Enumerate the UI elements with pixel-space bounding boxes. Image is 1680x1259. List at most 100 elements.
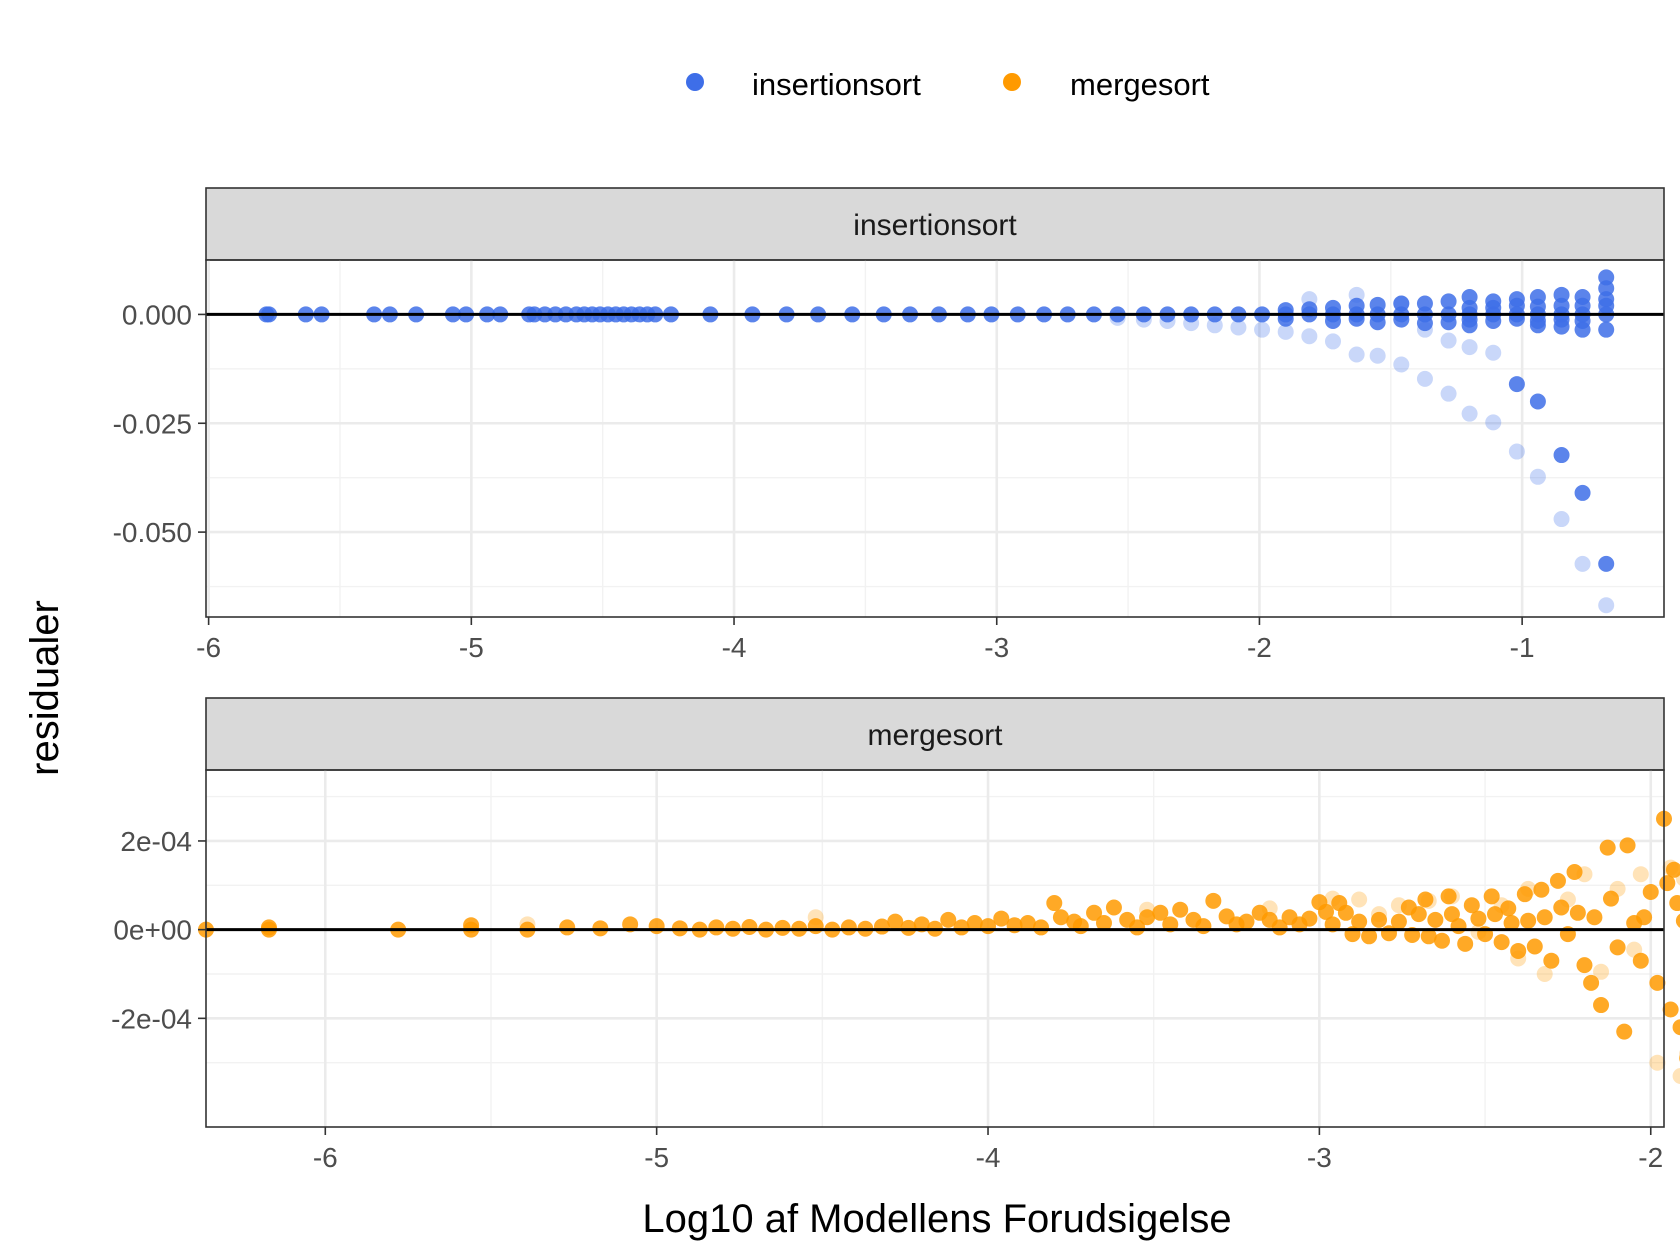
data-point bbox=[1553, 318, 1570, 335]
data-point bbox=[1440, 293, 1457, 310]
y-axis-title: residualer bbox=[23, 600, 67, 776]
strip-label-insertionsort: insertionsort bbox=[853, 209, 1017, 242]
data-point bbox=[1574, 484, 1591, 501]
data-point bbox=[1086, 904, 1103, 921]
x-tick-label: -5 bbox=[644, 1142, 669, 1173]
data-point bbox=[1046, 895, 1063, 912]
data-point bbox=[1536, 909, 1553, 926]
x-tick-label: -6 bbox=[196, 632, 221, 663]
data-point bbox=[774, 919, 791, 936]
data-point-faint bbox=[1230, 319, 1247, 336]
panel-mergesort: mergesort -6 -5 -4 -3 -2 2e-04 0e+00 -2e-04 bbox=[111, 697, 1680, 1173]
data-point bbox=[1072, 918, 1089, 935]
data-point-faint bbox=[1485, 414, 1502, 431]
legend-key-mergesort bbox=[1003, 73, 1021, 91]
data-point bbox=[1318, 903, 1335, 920]
data-point bbox=[1553, 447, 1570, 464]
data-point bbox=[1576, 957, 1593, 974]
data-point bbox=[1052, 909, 1069, 926]
data-point bbox=[1195, 918, 1212, 935]
data-point bbox=[1420, 928, 1437, 945]
x-tick-label: -2 bbox=[1638, 1142, 1663, 1173]
data-point bbox=[1393, 295, 1410, 312]
data-point bbox=[1599, 839, 1616, 856]
data-point bbox=[1337, 904, 1354, 921]
data-point-faint bbox=[1369, 347, 1386, 364]
panel-border-insertionsort bbox=[205, 259, 1665, 618]
data-point bbox=[1369, 314, 1386, 331]
data-point bbox=[1351, 913, 1368, 930]
data-point-faint bbox=[1649, 1054, 1666, 1071]
data-point-faint bbox=[1632, 866, 1649, 883]
y-tick-label: -2e-04 bbox=[111, 1003, 192, 1034]
data-point bbox=[1152, 904, 1169, 921]
data-point bbox=[1461, 317, 1478, 334]
data-point bbox=[1616, 1023, 1633, 1040]
data-point-faint bbox=[1277, 323, 1294, 340]
x-tick-label: -3 bbox=[984, 632, 1009, 663]
data-point bbox=[260, 919, 277, 936]
data-point bbox=[1500, 900, 1517, 917]
legend-key-insertionsort bbox=[686, 73, 704, 91]
x-axis-title: Log10 af Modellens Forudsigelse bbox=[642, 1197, 1231, 1241]
x-tick-label: -6 bbox=[313, 1142, 338, 1173]
data-point-faint bbox=[1461, 339, 1478, 356]
data-point bbox=[1416, 315, 1433, 332]
data-point bbox=[1526, 938, 1543, 955]
data-point bbox=[1672, 1019, 1680, 1036]
data-point bbox=[1675, 913, 1680, 928]
data-point-faint bbox=[1440, 385, 1457, 402]
data-point bbox=[1586, 909, 1603, 926]
data-point bbox=[1520, 912, 1537, 929]
data-point bbox=[708, 919, 725, 936]
x-tick-label: -4 bbox=[722, 632, 747, 663]
data-point bbox=[1602, 890, 1619, 907]
data-point bbox=[887, 913, 904, 930]
data-point-faint bbox=[1348, 346, 1365, 363]
data-point bbox=[1483, 888, 1500, 905]
data-point bbox=[1172, 901, 1189, 918]
data-point bbox=[1371, 911, 1388, 928]
data-point-faint bbox=[1672, 1068, 1680, 1084]
strip-insertionsort bbox=[205, 187, 1665, 261]
x-tick-label: -4 bbox=[976, 1142, 1001, 1173]
data-point bbox=[1105, 899, 1122, 916]
data-point bbox=[1529, 317, 1546, 334]
data-point bbox=[1553, 899, 1570, 916]
data-point bbox=[1457, 935, 1474, 952]
data-point bbox=[1636, 909, 1653, 926]
data-point bbox=[1632, 952, 1649, 969]
data-point bbox=[1238, 913, 1255, 930]
data-point bbox=[1433, 932, 1450, 949]
data-point-faint bbox=[1301, 328, 1318, 345]
data-point bbox=[1470, 910, 1487, 927]
data-point bbox=[993, 910, 1010, 927]
data-point bbox=[1129, 919, 1146, 936]
data-point bbox=[1665, 861, 1680, 878]
data-point bbox=[1593, 997, 1610, 1014]
legend-label-insertionsort: insertionsort bbox=[752, 67, 921, 102]
data-point-faint bbox=[1508, 443, 1525, 460]
data-point bbox=[1450, 918, 1467, 935]
data-point bbox=[1461, 299, 1478, 316]
data-point-faint bbox=[1393, 356, 1410, 373]
data-point bbox=[1619, 837, 1636, 854]
data-point bbox=[1533, 881, 1550, 898]
y-tick-label: 2e-04 bbox=[120, 826, 192, 857]
data-point bbox=[1301, 910, 1318, 927]
data-point bbox=[1583, 974, 1600, 991]
data-point-faint bbox=[1461, 405, 1478, 422]
data-point bbox=[559, 919, 576, 936]
data-point bbox=[1139, 909, 1156, 926]
data-point bbox=[1416, 295, 1433, 312]
data-point bbox=[1361, 928, 1378, 945]
data-point bbox=[1463, 897, 1480, 914]
data-point bbox=[1369, 296, 1386, 313]
y-tick-label: -0.050 bbox=[113, 517, 192, 548]
data-point bbox=[966, 915, 983, 931]
data-point bbox=[1574, 297, 1591, 314]
y-tick-label: 0e+00 bbox=[113, 915, 192, 946]
data-point-faint bbox=[1598, 597, 1615, 614]
legend-label-mergesort: mergesort bbox=[1070, 67, 1210, 102]
